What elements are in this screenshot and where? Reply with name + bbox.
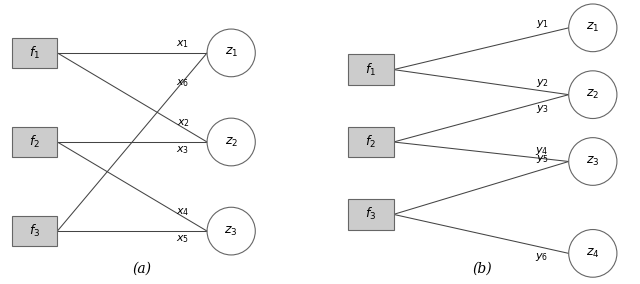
Text: $z_2$: $z_2$: [225, 135, 238, 149]
Text: $x_6$: $x_6$: [176, 77, 189, 89]
Text: $f_1$: $f_1$: [365, 62, 376, 78]
Ellipse shape: [569, 71, 617, 118]
Ellipse shape: [569, 4, 617, 52]
Text: $f_3$: $f_3$: [29, 223, 40, 239]
Text: $f_2$: $f_2$: [365, 134, 376, 150]
FancyBboxPatch shape: [348, 127, 394, 157]
Text: $z_1$: $z_1$: [225, 46, 238, 59]
Text: $y_6$: $y_6$: [536, 251, 548, 263]
Ellipse shape: [207, 118, 255, 166]
Text: $y_1$: $y_1$: [536, 18, 548, 30]
FancyBboxPatch shape: [12, 127, 58, 157]
Text: $z_3$: $z_3$: [586, 155, 600, 168]
Text: $y_3$: $y_3$: [536, 103, 548, 115]
Text: $z_1$: $z_1$: [586, 21, 600, 34]
Text: $x_4$: $x_4$: [176, 206, 189, 218]
Text: $y_5$: $y_5$: [536, 153, 548, 165]
Text: $z_4$: $z_4$: [586, 247, 600, 260]
Text: (a): (a): [133, 262, 152, 276]
Text: $f_1$: $f_1$: [29, 45, 40, 61]
Ellipse shape: [569, 229, 617, 277]
Text: $f_2$: $f_2$: [29, 134, 40, 150]
Text: $z_2$: $z_2$: [586, 88, 600, 101]
Ellipse shape: [569, 138, 617, 185]
Text: $y_2$: $y_2$: [536, 77, 548, 89]
FancyBboxPatch shape: [348, 54, 394, 85]
Text: $f_3$: $f_3$: [365, 206, 376, 222]
FancyBboxPatch shape: [12, 37, 58, 68]
Ellipse shape: [207, 29, 255, 77]
Text: (b): (b): [472, 262, 492, 276]
FancyBboxPatch shape: [12, 216, 58, 247]
Ellipse shape: [207, 207, 255, 255]
Text: $x_5$: $x_5$: [177, 234, 189, 245]
Text: $x_2$: $x_2$: [177, 117, 189, 129]
Text: $x_3$: $x_3$: [177, 145, 189, 156]
Text: $x_1$: $x_1$: [177, 39, 189, 50]
Text: $z_3$: $z_3$: [225, 225, 238, 238]
FancyBboxPatch shape: [348, 199, 394, 230]
Text: $y_4$: $y_4$: [535, 145, 548, 157]
